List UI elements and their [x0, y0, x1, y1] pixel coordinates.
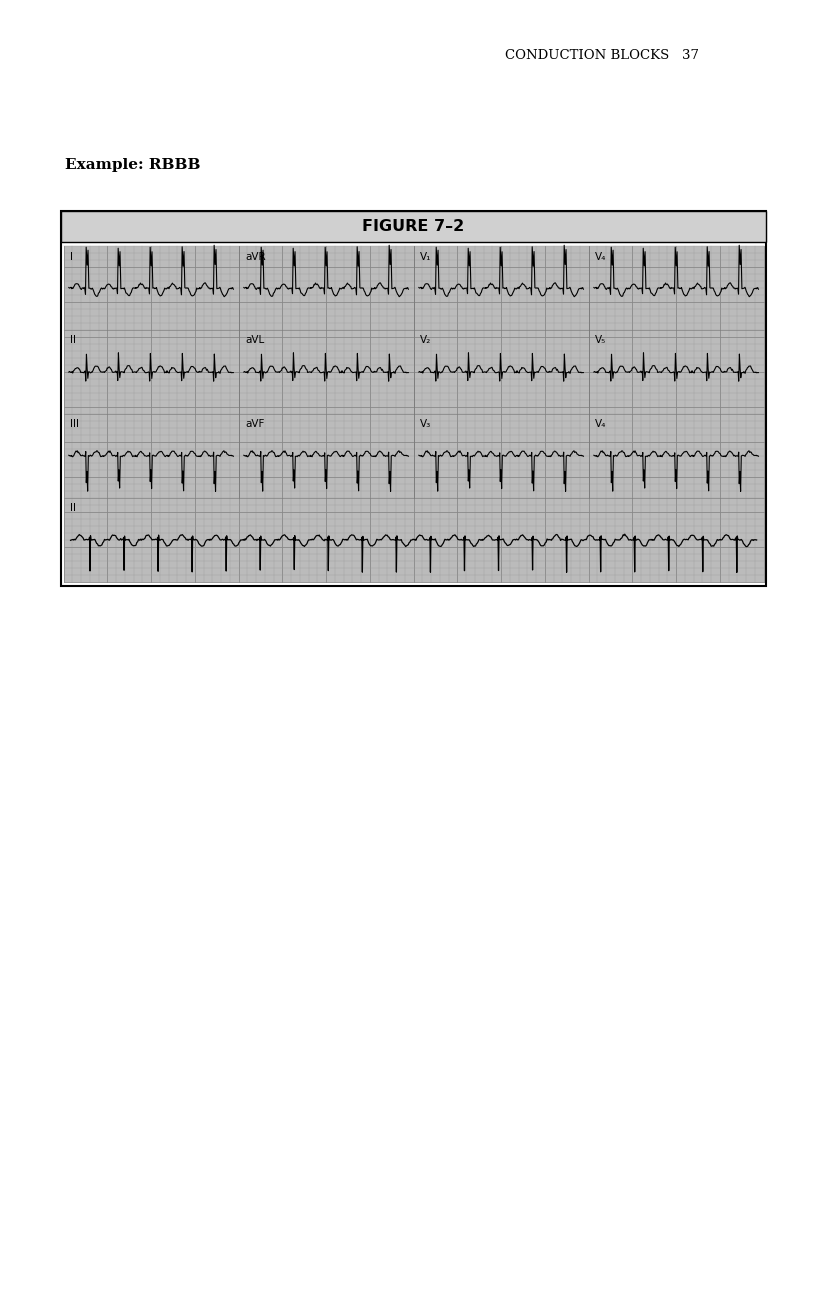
FancyBboxPatch shape — [64, 246, 764, 582]
Text: Example: RBBB: Example: RBBB — [65, 158, 200, 171]
Text: aVR: aVR — [245, 251, 266, 262]
Text: aVL: aVL — [245, 336, 264, 346]
Text: V₂: V₂ — [421, 336, 431, 346]
Text: V₁: V₁ — [421, 251, 431, 262]
Text: V₃: V₃ — [421, 420, 431, 429]
Text: I: I — [70, 251, 73, 262]
Text: CONDUCTION BLOCKS   37: CONDUCTION BLOCKS 37 — [505, 49, 699, 62]
Text: FIGURE 7–2: FIGURE 7–2 — [363, 218, 465, 234]
Text: V₄: V₄ — [595, 420, 606, 429]
Text: II: II — [70, 503, 76, 513]
Text: aVF: aVF — [245, 420, 265, 429]
FancyBboxPatch shape — [61, 211, 766, 586]
FancyBboxPatch shape — [61, 211, 766, 242]
Text: II: II — [70, 336, 76, 346]
Text: V₅: V₅ — [595, 336, 606, 346]
Text: III: III — [70, 420, 79, 429]
Text: V₄: V₄ — [595, 251, 606, 262]
